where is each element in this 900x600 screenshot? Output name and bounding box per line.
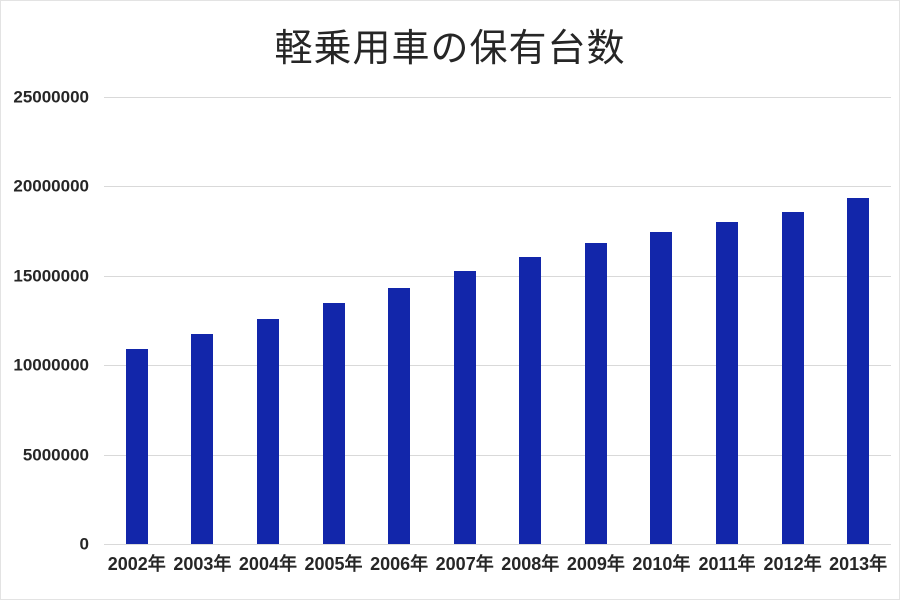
bar-slot: [563, 97, 629, 544]
x-axis-label: 2013年: [829, 554, 888, 574]
gridline: [104, 454, 891, 456]
bar-2010年: [650, 232, 673, 544]
x-axis-label: 2008年: [501, 554, 560, 574]
x-axis-label: 2005年: [304, 554, 363, 574]
bar-2003年: [191, 333, 214, 544]
gridline: [104, 97, 891, 98]
x-axis-label: 2010年: [632, 554, 691, 574]
x-axis-label: 2002年: [107, 554, 166, 574]
x-axis-label: 2007年: [435, 554, 494, 574]
gridline: [104, 365, 891, 367]
chart-title: 軽乗用車の保有台数: [274, 28, 626, 70]
y-axis-tick-label: 15000000: [13, 266, 89, 286]
y-axis-tick-label: 10000000: [13, 355, 89, 375]
bar-slot: [497, 97, 563, 544]
bar-2012年: [781, 212, 804, 544]
bar-slot: [366, 97, 432, 544]
bar-slot: [301, 97, 367, 544]
y-axis-tick-label: 5000000: [22, 445, 89, 465]
bar-2013年: [847, 198, 870, 544]
bar-series: [104, 97, 891, 544]
x-axis: 2002年 2003年 2004年 2005年 2006年 2007年 2008年 2009年…: [104, 553, 891, 576]
bar-slot: [170, 97, 236, 544]
bar-2004年: [256, 318, 279, 544]
bar-2011年: [715, 222, 738, 544]
bar-slot: [235, 97, 301, 544]
x-axis-label: 2012年: [763, 554, 822, 574]
bar-slot: [694, 97, 760, 544]
plot-area: [104, 97, 891, 545]
bar-slot: [760, 97, 826, 544]
y-axis-tick-label: 0: [79, 534, 89, 554]
bar-slot: [432, 97, 498, 544]
gridline: [104, 186, 891, 188]
bar-2006年: [388, 288, 411, 544]
y-axis-tick-label: 20000000: [13, 176, 89, 196]
gridline: [104, 275, 891, 277]
bar-2009年: [584, 242, 607, 544]
bar-2008年: [519, 257, 542, 544]
bar-2005年: [322, 302, 345, 544]
bar-2002年: [125, 349, 148, 544]
x-axis-label: 2004年: [238, 554, 297, 574]
x-axis-label: 2003年: [173, 554, 232, 574]
x-axis-label: 2009年: [566, 554, 625, 574]
y-axis: 25000000 20000000 15000000 10000000 5000000 0: [1, 89, 89, 553]
bar-slot: [825, 97, 891, 544]
y-axis-tick-label: 25000000: [13, 87, 89, 107]
x-axis-label: 2011年: [698, 554, 756, 574]
gridline: [104, 544, 891, 545]
bar-slot: [629, 97, 695, 544]
x-axis-label: 2006年: [370, 554, 429, 574]
bar-2007年: [453, 271, 476, 544]
bar-slot: [104, 97, 170, 544]
